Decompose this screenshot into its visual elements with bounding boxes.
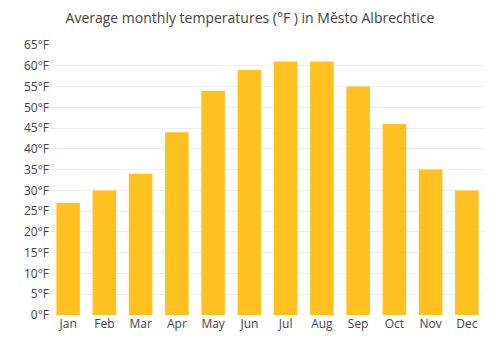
svg-text:65°F: 65°F [24,36,49,53]
svg-text:0°F: 0°F [31,306,49,323]
svg-text:Jan: Jan [59,315,77,332]
svg-text:40°F: 40°F [24,140,49,157]
svg-text:45°F: 45°F [24,119,49,136]
svg-text:55°F: 55°F [24,78,49,95]
svg-text:Average monthly temperatures (: Average monthly temperatures (°F ) in Mě… [66,8,435,27]
svg-text:Dec: Dec [456,315,477,332]
svg-text:Feb: Feb [94,315,114,332]
svg-text:Nov: Nov [420,315,442,332]
svg-text:60°F: 60°F [24,57,49,74]
svg-text:15°F: 15°F [24,244,49,261]
svg-text:50°F: 50°F [24,99,49,116]
svg-text:10°F: 10°F [24,265,49,282]
svg-text:Jul: Jul [278,315,293,332]
svg-text:Aug: Aug [311,315,333,332]
svg-text:Jun: Jun [239,315,258,332]
svg-text:5°F: 5°F [31,285,49,302]
svg-text:25°F: 25°F [24,202,49,219]
svg-text:May: May [201,315,225,332]
svg-text:Apr: Apr [167,315,187,332]
svg-text:35°F: 35°F [24,161,49,178]
svg-text:Mar: Mar [129,315,151,332]
svg-text:Oct: Oct [385,315,404,332]
svg-text:30°F: 30°F [24,182,49,199]
svg-text:Sep: Sep [348,315,369,332]
svg-text:20°F: 20°F [24,223,49,240]
